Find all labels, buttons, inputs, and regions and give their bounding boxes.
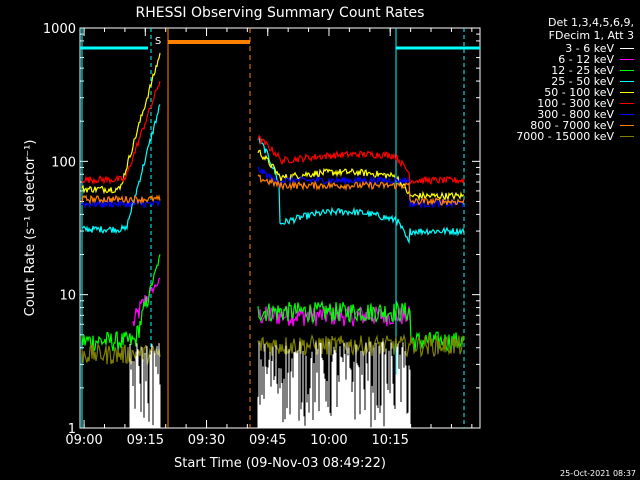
legend-label: 300 - 800 keV <box>537 108 614 121</box>
legend-swatch <box>620 92 634 93</box>
legend-label: 25 - 50 keV <box>551 75 614 88</box>
legend-header: Det 1,3,4,5,6,9, FDecim 1, Att 3 <box>484 16 634 42</box>
series-line <box>81 80 465 186</box>
legend-header-line-2: FDecim 1, Att 3 <box>548 29 634 42</box>
y-tick-label: 1 <box>68 422 76 437</box>
series-line <box>129 341 411 428</box>
x-tick-label: 10:15 <box>371 433 408 448</box>
legend-swatch <box>620 70 634 71</box>
legend-item: 12 - 25 keV <box>484 64 634 77</box>
x-tick-label: 10:00 <box>310 433 347 448</box>
x-tick-label: 09:30 <box>188 433 225 448</box>
legend-label: 50 - 100 keV <box>544 86 614 99</box>
legend-swatch <box>620 125 634 126</box>
legend-label: 100 - 300 keV <box>537 97 614 110</box>
legend-swatch <box>620 59 634 60</box>
x-tick-label: 09:00 <box>65 433 102 448</box>
legend-swatch <box>620 81 634 82</box>
series-line <box>81 52 465 202</box>
legend-label: 3 - 6 keV <box>565 42 614 55</box>
x-tick-label: 09:45 <box>249 433 286 448</box>
y-tick-label: 1000 <box>43 22 76 37</box>
legend-header-line-1: Det 1,3,4,5,6,9, <box>547 16 634 29</box>
chart-title: RHESSI Observing Summary Count Rates <box>136 5 425 21</box>
legend-item: 3 - 6 keV <box>484 42 634 55</box>
legend-label: 6 - 12 keV <box>558 53 614 66</box>
legend-label: 12 - 25 keV <box>551 64 614 77</box>
legend-item: 7000 - 15000 keV <box>484 130 634 143</box>
legend-label: 800 - 7000 keV <box>530 119 614 132</box>
legend-label: 7000 - 15000 keV <box>516 130 614 143</box>
y-axis-label: Count Rate (s⁻¹ detector⁻¹) <box>23 140 38 317</box>
legend-item: 50 - 100 keV <box>484 86 634 99</box>
legend-swatch <box>620 103 634 104</box>
timestamp: 25-Oct-2021 08:37 <box>560 469 636 478</box>
series-line <box>81 166 465 210</box>
x-axis-label: Start Time (09-Nov-03 08:49:22) <box>174 456 386 471</box>
legend-swatch <box>620 114 634 115</box>
y-tick-label: 100 <box>51 155 76 170</box>
flare-marker: S <box>155 36 161 47</box>
legend-item: 100 - 300 keV <box>484 97 634 110</box>
legend-swatch <box>620 48 634 49</box>
series-line <box>81 104 465 245</box>
plot-frame <box>79 27 481 429</box>
legend-swatch <box>620 136 634 137</box>
legend-item: 800 - 7000 keV <box>484 119 634 132</box>
y-tick-label: 10 <box>59 289 76 304</box>
x-tick-label: 09:15 <box>127 433 164 448</box>
series-line <box>81 174 465 206</box>
legend: 3 - 6 keV 6 - 12 keV 12 - 25 keV 25 - 50 ke… <box>484 42 634 143</box>
legend-item: 25 - 50 keV <box>484 75 634 88</box>
legend-item: 6 - 12 keV <box>484 53 634 66</box>
series-line <box>81 254 465 353</box>
legend-item: 300 - 800 keV <box>484 108 634 121</box>
